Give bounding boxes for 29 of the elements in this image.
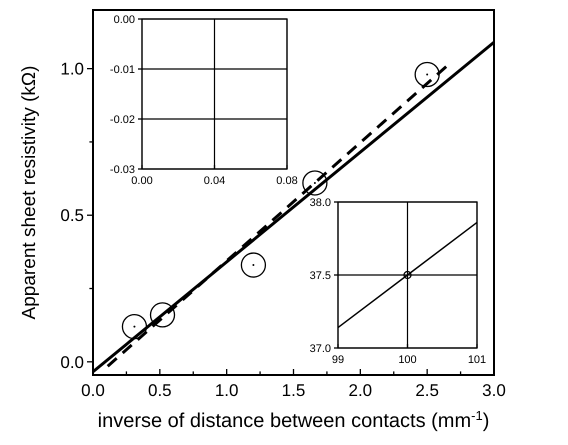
y-tick-label: 0.00 bbox=[114, 14, 135, 26]
x-tick-label: 3.0 bbox=[482, 381, 506, 400]
y-axis-title: Apparent sheet resistivity (kΩ) bbox=[19, 66, 40, 320]
y-tick-label: 0.5 bbox=[60, 206, 84, 226]
point bbox=[150, 302, 176, 328]
y-tick-label: -0.02 bbox=[110, 114, 135, 126]
x-tick-label: 1.0 bbox=[214, 381, 238, 400]
y-tick-label: 37.5 bbox=[310, 270, 331, 282]
point bbox=[240, 252, 266, 278]
y-tick-label: -0.01 bbox=[110, 64, 135, 76]
x-tick-label: 100 bbox=[398, 354, 417, 366]
x-tick-label: 101 bbox=[468, 354, 486, 366]
x-axis-title: inverse of distance between contacts (mm$^{-1}$) bbox=[98, 408, 490, 432]
x-tick-label: 0.04 bbox=[204, 175, 226, 187]
x-tick-label: 1.5 bbox=[282, 381, 306, 400]
point bbox=[302, 170, 328, 196]
y-tick-label: 37.0 bbox=[310, 342, 331, 355]
x-tick-label: 0.5 bbox=[148, 381, 172, 400]
x-tick-label: 0.00 bbox=[131, 175, 153, 187]
point bbox=[122, 314, 148, 340]
point bbox=[414, 62, 440, 88]
x-tick-label: 2.0 bbox=[348, 381, 372, 400]
x-tick-label: 0.08 bbox=[276, 175, 298, 187]
y-tick-label: -0.03 bbox=[110, 164, 135, 176]
y-tick-label: 1.0 bbox=[60, 60, 84, 79]
x-tick-label: 2.5 bbox=[415, 381, 439, 400]
x-tick-label: 0.0 bbox=[81, 381, 105, 400]
x-tick-label: 99 bbox=[332, 354, 344, 366]
y-tick-label: 38.0 bbox=[310, 196, 331, 209]
